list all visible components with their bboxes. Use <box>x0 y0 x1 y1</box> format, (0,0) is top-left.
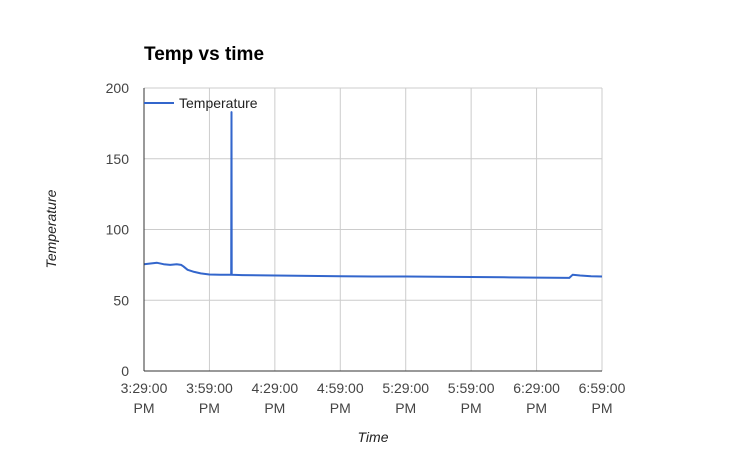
y-tick-label: 150 <box>106 151 130 167</box>
grid-lines <box>144 87 603 371</box>
legend-label: Temperature <box>179 95 258 111</box>
y-tick-label: 200 <box>106 80 130 96</box>
x-tick-label-ampm: PM <box>461 400 482 416</box>
chart-title: Temp vs time <box>144 44 264 65</box>
x-axis-title: Time <box>358 429 389 445</box>
x-tick-label-time: 6:29:00 <box>513 380 560 396</box>
x-tick-label-ampm: PM <box>395 400 416 416</box>
x-tick-label-ampm: PM <box>592 400 613 416</box>
legend: Temperature <box>144 95 258 111</box>
x-tick-label-time: 5:59:00 <box>448 380 495 396</box>
x-tick-label-time: 6:59:00 <box>579 380 626 396</box>
y-tick-label: 50 <box>113 292 129 308</box>
series-layer <box>143 111 603 279</box>
x-tick-label-time: 5:29:00 <box>382 380 429 396</box>
x-tick-label-ampm: PM <box>134 400 155 416</box>
x-tick-label-time: 3:59:00 <box>186 380 233 396</box>
y-axis-title: Temperature <box>43 189 59 268</box>
x-tick-label-ampm: PM <box>264 400 285 416</box>
x-tick-label-ampm: PM <box>330 400 351 416</box>
x-tick-label-ampm: PM <box>526 400 547 416</box>
axes: 0 50 100 150 200 3:29:00 PM 3:59:00 PM 4:29:00 PM 4… <box>106 80 626 416</box>
y-tick-label: 0 <box>121 363 129 379</box>
y-tick-label: 100 <box>106 222 130 238</box>
series-line-temperature <box>143 111 603 279</box>
x-tick-label-time: 4:29:00 <box>251 380 298 396</box>
x-tick-label-time: 4:59:00 <box>317 380 364 396</box>
x-tick-label-time: 3:29:00 <box>121 380 168 396</box>
x-tick-label-ampm: PM <box>199 400 220 416</box>
